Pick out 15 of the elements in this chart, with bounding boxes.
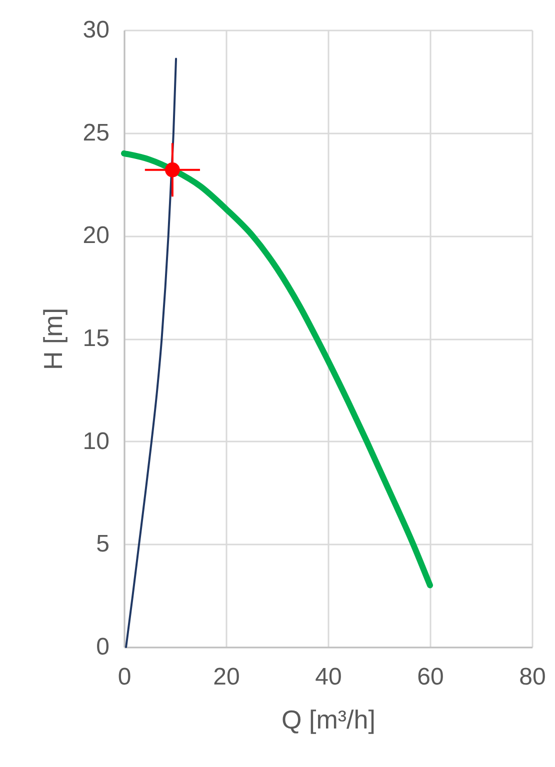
x-tick-label: 80 (519, 664, 546, 690)
y-tick-label: 30 (82, 16, 110, 44)
x-tick-label: 0 (118, 664, 132, 690)
y-tick-label: 25 (82, 119, 110, 146)
y-tick-label: 0 (96, 634, 110, 660)
line-series (125, 58, 178, 648)
y-tick-label: 5 (96, 530, 110, 558)
y-axis-title: H [m] (38, 308, 68, 370)
x-tick-label: 40 (315, 664, 342, 690)
x-tick-label: 20 (213, 664, 240, 690)
x-axis-title: Q [m³/h] (282, 704, 376, 734)
x-tick-label: 60 (417, 664, 444, 690)
y-tick-label: 10 (82, 428, 110, 455)
y-tick-label: 20 (82, 222, 110, 250)
y-tick-label: 15 (82, 325, 110, 352)
